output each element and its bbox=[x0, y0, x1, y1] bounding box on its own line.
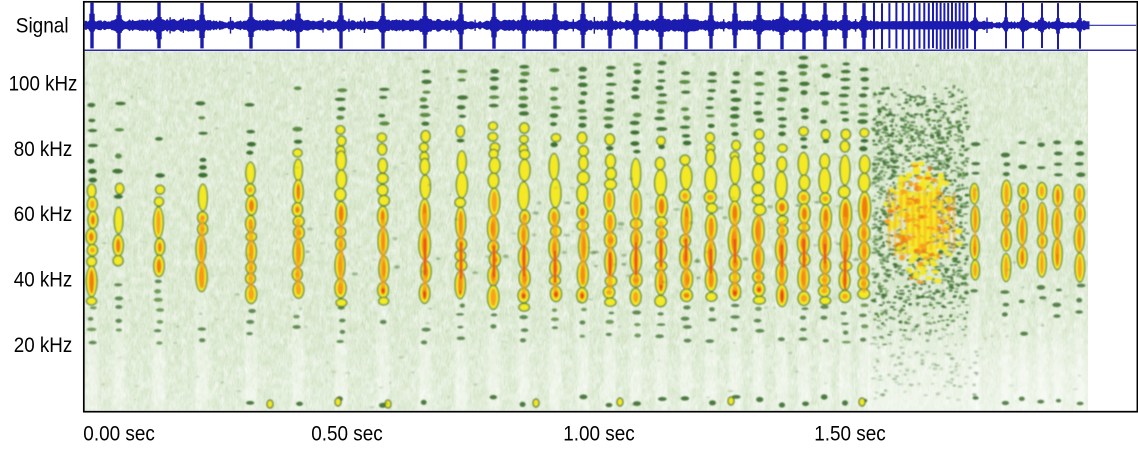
svg-text:40 kHz: 40 kHz bbox=[14, 268, 73, 292]
svg-text:60 kHz: 60 kHz bbox=[14, 202, 73, 226]
svg-text:80 kHz: 80 kHz bbox=[14, 137, 73, 161]
svg-text:0.00 sec: 0.00 sec bbox=[83, 421, 155, 445]
svg-text:100 kHz: 100 kHz bbox=[9, 72, 78, 96]
svg-text:1.00 sec: 1.00 sec bbox=[563, 421, 635, 445]
svg-text:1.50 sec: 1.50 sec bbox=[814, 421, 886, 445]
svg-text:0.50 sec: 0.50 sec bbox=[311, 421, 383, 445]
svg-text:Signal: Signal bbox=[16, 15, 69, 38]
svg-text:20 kHz: 20 kHz bbox=[14, 333, 73, 357]
